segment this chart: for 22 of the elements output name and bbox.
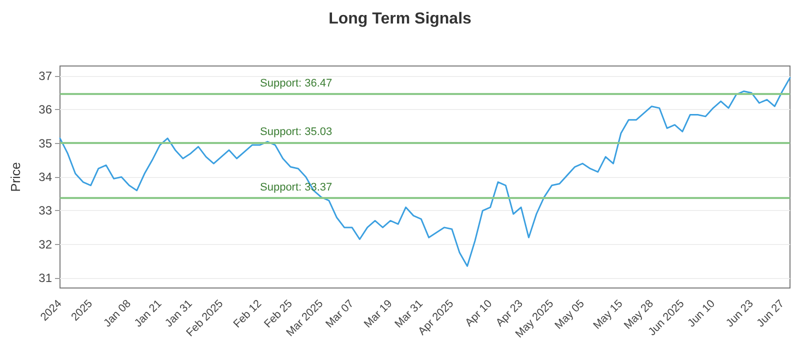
x-tick-label: Mar 07 bbox=[324, 298, 356, 330]
ref-line-label: Support: 36.47 bbox=[260, 77, 332, 90]
x-tick-label: Feb 12 bbox=[231, 298, 264, 330]
y-axis-title: Price bbox=[8, 162, 23, 192]
y-tick-label: 31 bbox=[38, 270, 52, 285]
x-tick-label: Jun 10 bbox=[686, 298, 718, 330]
x-tick-label: Jan 08 bbox=[102, 298, 134, 330]
x-tick-label: May 05 bbox=[552, 298, 587, 332]
y-tick-label: 33 bbox=[38, 204, 52, 218]
x-tick-label: Jun 27 bbox=[754, 298, 787, 330]
y-tick-label: 32 bbox=[38, 237, 52, 252]
y-tick-label: 36 bbox=[38, 102, 52, 117]
x-tick-label: Apr 10 bbox=[463, 298, 495, 330]
line-series bbox=[59, 77, 791, 267]
ref-line-label: Support: 35.03 bbox=[260, 126, 332, 138]
chart-title: Long Term Signals bbox=[328, 10, 472, 28]
x-tick-label: Jun 23 bbox=[724, 298, 756, 330]
x-tick-label: Jan 21 bbox=[132, 298, 164, 330]
y-tick-label: 37 bbox=[38, 69, 52, 84]
y-tick-label: 35 bbox=[38, 136, 52, 150]
x-tick-label: Mar 19 bbox=[362, 298, 395, 330]
y-tick-label: 34 bbox=[38, 170, 52, 184]
